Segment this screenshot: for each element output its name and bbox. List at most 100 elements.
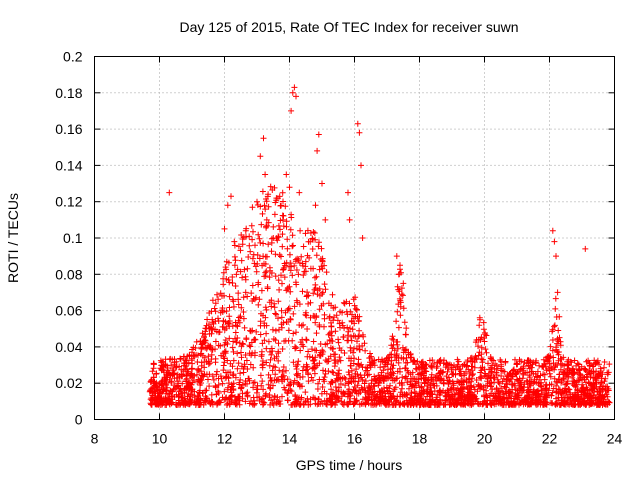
data-point [476, 322, 483, 329]
data-point [478, 373, 485, 380]
data-point-peak [553, 253, 559, 260]
data-point [212, 384, 219, 391]
data-point [526, 374, 533, 381]
data-point [258, 382, 265, 389]
data-point [215, 296, 222, 303]
data-point-peak [166, 189, 173, 196]
data-point [557, 366, 564, 373]
data-point [385, 396, 392, 403]
data-point [312, 236, 319, 243]
data-point [318, 245, 325, 252]
data-point [273, 377, 280, 384]
data-point [474, 388, 481, 395]
data-point [461, 393, 468, 400]
data-point [313, 330, 320, 337]
data-point [259, 378, 266, 385]
data-point [255, 231, 262, 238]
data-point [498, 373, 505, 379]
data-point [242, 273, 249, 280]
data-point [197, 382, 204, 388]
data-point [265, 241, 272, 248]
data-point [589, 363, 596, 370]
data-point [590, 381, 597, 388]
data-point [464, 392, 471, 399]
x-axis-title: GPS time / hours [296, 457, 403, 473]
data-point [388, 342, 395, 349]
data-point [402, 365, 409, 372]
data-point [505, 376, 512, 383]
data-point [148, 386, 155, 392]
data-point [387, 351, 393, 358]
data-point [389, 394, 396, 400]
data-point [305, 348, 312, 355]
data-point [191, 388, 198, 395]
data-point [259, 362, 266, 369]
data-point-peak [346, 216, 353, 223]
data-point [279, 280, 285, 287]
data-point [309, 235, 316, 242]
x-tick-label: 20 [477, 431, 493, 447]
data-point [270, 382, 276, 389]
data-point [399, 292, 406, 299]
data-point [236, 379, 243, 386]
data-point [307, 299, 314, 306]
data-point [352, 333, 359, 340]
data-point [288, 211, 295, 218]
data-point [381, 388, 388, 395]
data-point [442, 397, 449, 404]
data-point [448, 401, 455, 408]
data-point [316, 306, 323, 313]
data-point [551, 375, 558, 382]
data-point [304, 353, 311, 360]
data-point [299, 336, 306, 343]
data-point [329, 389, 336, 396]
data-point [290, 242, 296, 249]
data-point [292, 256, 299, 263]
data-point [393, 351, 400, 357]
data-point [293, 329, 299, 336]
data-point [457, 401, 464, 408]
data-point [279, 374, 286, 380]
data-point [297, 227, 304, 234]
data-point [475, 352, 482, 359]
data-point [475, 343, 481, 350]
data-point [150, 374, 157, 381]
data-point [570, 369, 577, 376]
data-point [156, 395, 163, 402]
data-point [381, 395, 388, 402]
data-point [239, 382, 246, 388]
data-point [480, 326, 487, 333]
data-point [312, 319, 319, 326]
data-point-peak [254, 198, 260, 205]
data-point [562, 385, 569, 392]
data-point [549, 347, 556, 354]
data-point [339, 319, 346, 326]
data-point [488, 383, 494, 390]
data-point-peak [291, 84, 298, 91]
data-point [197, 395, 204, 402]
data-point [251, 379, 258, 386]
data-point [526, 389, 533, 396]
data-point [215, 390, 222, 396]
data-point [408, 390, 415, 397]
data-point [310, 265, 317, 272]
data-point [586, 360, 593, 367]
data-point [532, 370, 539, 377]
data-point [418, 375, 425, 382]
data-point [283, 367, 289, 374]
data-point [255, 281, 262, 288]
data-point [151, 394, 158, 401]
x-tick-label: 14 [282, 431, 298, 447]
data-point [428, 363, 434, 370]
data-point [313, 273, 320, 280]
data-point [398, 291, 405, 298]
x-tick-label: 24 [607, 431, 623, 447]
data-point [460, 384, 467, 391]
data-point [575, 367, 582, 374]
data-point [183, 378, 189, 385]
data-point [230, 348, 237, 355]
data-point [191, 353, 198, 360]
data-point [319, 289, 326, 296]
data-point [189, 392, 196, 399]
data-point [433, 394, 440, 401]
